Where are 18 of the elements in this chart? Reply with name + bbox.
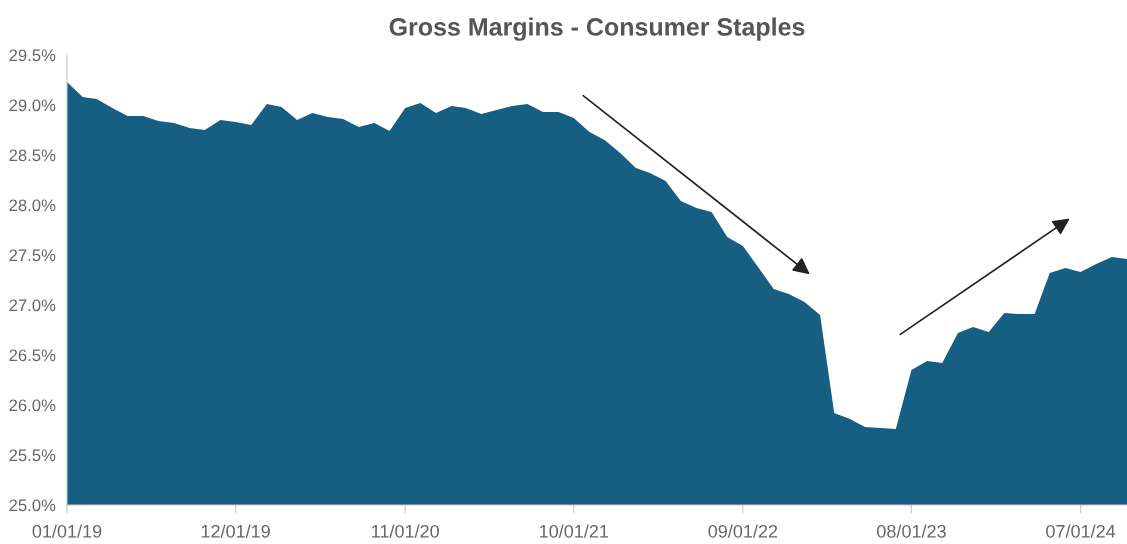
y-tick-label: 27.0% [9, 299, 56, 312]
x-tick-label: 10/01/21 [540, 524, 609, 538]
x-tick-label: 01/01/19 [32, 524, 102, 538]
x-tick-label: 12/01/19 [201, 524, 270, 538]
y-tick-label: 29.5% [9, 49, 56, 62]
y-tick-label: 28.0% [9, 199, 56, 212]
y-tick-label: 26.5% [9, 349, 56, 362]
x-tick-label: 11/01/20 [372, 524, 439, 538]
chart-title: Gross Margins - Consumer Staples [389, 17, 805, 41]
x-tick-label: 07/01/24 [1046, 524, 1116, 538]
y-tick-label: 28.5% [9, 149, 56, 162]
y-tick-label: 25.0% [9, 499, 56, 512]
x-tick-label: 09/01/22 [708, 524, 778, 538]
y-tick-label: 25.5% [9, 449, 56, 462]
y-tick-label: 26.0% [9, 399, 56, 412]
y-tick-label: 29.0% [9, 99, 56, 112]
x-tick-label: 08/01/23 [877, 524, 946, 538]
y-tick-label: 27.5% [9, 249, 56, 262]
